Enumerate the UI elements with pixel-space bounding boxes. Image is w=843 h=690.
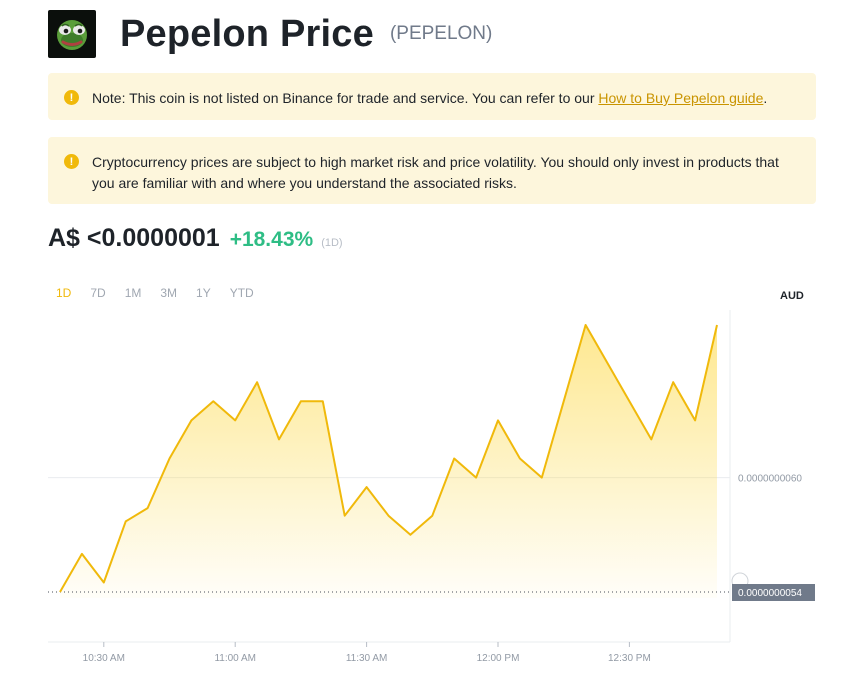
listing-notice-suffix: . (763, 90, 768, 106)
coin-header: Pepelon Price (PEPELON) (48, 10, 492, 58)
tab-range-ytd[interactable]: YTD (229, 286, 254, 300)
risk-notice: ! Cryptocurrency prices are subject to h… (48, 137, 816, 204)
x-tick-label: 12:30 PM (608, 653, 651, 664)
x-tick-label: 11:30 AM (346, 653, 388, 664)
how-to-buy-link[interactable]: How to Buy Pepelon guide (598, 90, 764, 106)
pepe-frog-icon-graphic (57, 20, 87, 50)
x-tick-label: 11:00 AM (214, 653, 256, 664)
risk-notice-text: Cryptocurrency prices are subject to hig… (92, 154, 779, 191)
y-tick-label: 0.0000000060 (738, 474, 802, 485)
tab-range-1m[interactable]: 1M (124, 286, 142, 300)
current-price: A$ <0.0000001 (48, 224, 220, 252)
x-tick-label: 12:00 PM (477, 653, 520, 664)
price-line (59, 324, 718, 593)
tab-range-1d[interactable]: 1D (56, 286, 72, 300)
page-title: Pepelon Price (120, 12, 374, 55)
listing-notice-prefix: Note: This coin is not listed on Binance… (92, 90, 599, 106)
warning-icon: ! (64, 154, 79, 169)
change-period: (1D) (321, 237, 343, 249)
price-summary: A$ <0.0000001 +18.43% (1D) (48, 224, 343, 253)
warning-icon: ! (64, 90, 79, 105)
price-change: +18.43% (229, 228, 314, 251)
listing-notice: ! Note: This coin is not listed on Binan… (48, 73, 816, 120)
current-price-label: 0.0000000054 (738, 588, 802, 599)
coin-symbol: (PEPELON) (389, 23, 493, 44)
listing-notice-text: Note: This coin is not listed on Binance… (92, 88, 767, 109)
tab-range-3m[interactable]: 3M (160, 286, 178, 300)
tab-range-1y[interactable]: 1Y (196, 286, 211, 300)
x-tick-label: 10:30 AM (83, 653, 125, 664)
currency-label: AUD (780, 290, 804, 302)
price-area (60, 325, 717, 598)
pepe-frog-icon (48, 10, 96, 58)
current-price-badge (732, 584, 815, 601)
tab-range-7d[interactable]: 7D (90, 286, 106, 300)
time-range-tabs: 1D 7D 1M 3M 1Y YTD (56, 286, 273, 300)
